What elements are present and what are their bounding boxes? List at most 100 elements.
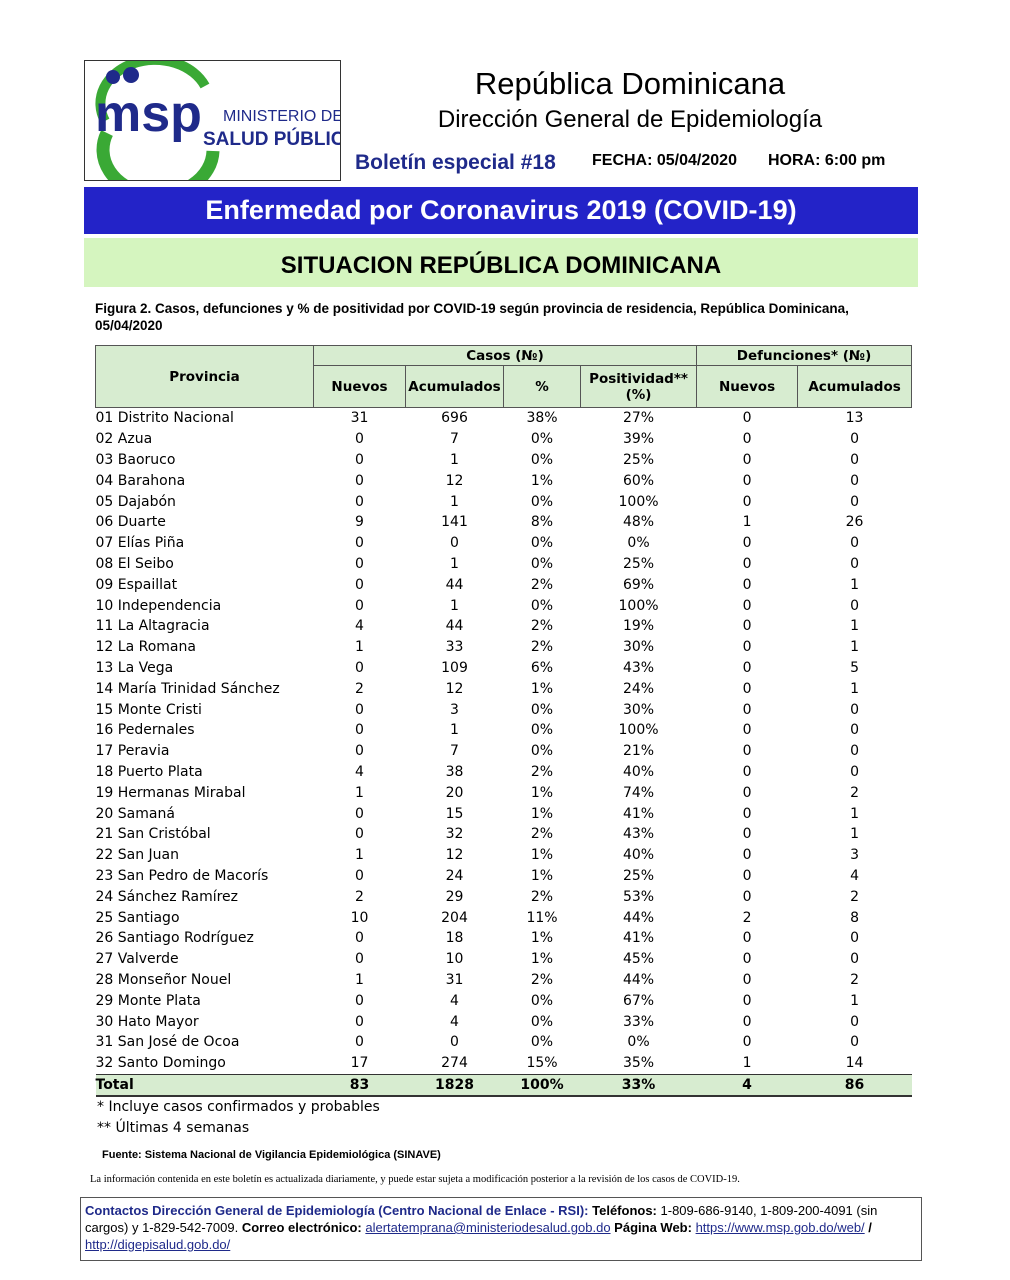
cell: 0 (742, 555, 752, 572)
cell: 86 (797, 1073, 912, 1098)
row: 13 La Vega 0 109 6% 43% 0 5 (96, 658, 912, 679)
header-cell: Acumulados (405, 365, 504, 408)
cell: 0% (530, 1034, 554, 1051)
cell: 0 (850, 451, 859, 468)
cell: 25% (622, 451, 655, 468)
cell: 1 (355, 847, 364, 864)
cell: 06 Duarte (95, 514, 166, 531)
footnote: * Incluye casos confirmados y probables (97, 1099, 380, 1115)
cell: 4 (450, 992, 459, 1009)
cell: 09 Espaillat (95, 576, 178, 593)
cell: 41% (622, 805, 655, 822)
cell: 40% (622, 847, 655, 864)
cell: 2% (530, 763, 554, 780)
cell: 25 Santiago (95, 909, 180, 926)
cell: 0 (355, 701, 364, 718)
cell: 6% (530, 659, 554, 676)
cell: 0 (355, 535, 364, 552)
cell: 29 (445, 888, 464, 905)
cell: 02 Azua (95, 431, 153, 448)
cell: 2% (530, 888, 554, 905)
cell: 12 (445, 472, 464, 489)
cell: 100% (503, 1073, 581, 1098)
cell: 0 (850, 722, 859, 739)
row: 32 Santo Domingo 17 274 15% 35% 1 14 (96, 1053, 912, 1074)
header-cell: Acumulados (797, 365, 913, 408)
cell: 1 (742, 1055, 752, 1072)
cell: 0 (742, 867, 752, 884)
cell: 27% (622, 410, 655, 427)
cell: 23 San Pedro de Macorís (95, 867, 269, 884)
cell: 44% (622, 909, 655, 926)
row: 14 María Trinidad Sánchez 2 12 1% 24% 0 1 (96, 678, 912, 699)
cell: 0 (742, 992, 752, 1009)
cell: 1% (530, 930, 554, 947)
cell: 3 (450, 701, 459, 718)
cell: 1% (530, 472, 554, 489)
cell: 0 (355, 576, 364, 593)
header-cell: Nuevos (313, 365, 406, 408)
cell: Total (95, 1073, 314, 1098)
cell: 0 (355, 826, 364, 843)
cell: 0 (742, 472, 752, 489)
cell: 0 (850, 763, 859, 780)
web-link[interactable]: http://digepisalud.gob.do/ (85, 1237, 231, 1252)
cell: 0 (742, 618, 752, 635)
cell: 31 (350, 410, 369, 427)
cell: 0 (742, 971, 752, 988)
cell: 0 (742, 763, 752, 780)
cell: 0% (627, 535, 650, 552)
cell: 0 (742, 1013, 752, 1030)
cell: 1 (850, 805, 859, 822)
cell: 1 (355, 971, 364, 988)
cell: 1 (850, 639, 859, 656)
header-group: Casos (№) (312, 345, 698, 366)
cell: 0% (530, 701, 554, 718)
cell: 1% (530, 805, 554, 822)
cell: 53% (622, 888, 655, 905)
cell: 13 (845, 410, 864, 427)
web-link[interactable]: https://www.msp.gob.do/web/ (695, 1220, 865, 1235)
cell: 5 (850, 659, 859, 676)
row: 17 Peravia 0 7 0% 21% 0 0 (96, 741, 912, 762)
cell: 10 (445, 951, 464, 968)
cell: 0% (530, 493, 554, 510)
cell: 0 (355, 867, 364, 884)
cell: 0 (850, 701, 859, 718)
cell: 0 (450, 1034, 459, 1051)
cell: 1% (530, 847, 554, 864)
cell: 0 (850, 535, 859, 552)
cell: 0 (355, 951, 364, 968)
caption: Figura 2. Casos, defunciones y % de posi… (95, 301, 849, 333)
cell: 32 Santo Domingo (95, 1055, 226, 1072)
email-link[interactable]: alertatemprana@ministeriodesalud.gob.do (365, 1220, 611, 1235)
cell: 30% (622, 701, 655, 718)
cell: 0% (530, 1013, 554, 1030)
cell: 100% (618, 493, 659, 510)
row: 21 San Cristóbal 0 32 2% 43% 0 1 (96, 824, 912, 845)
cell: 0 (742, 535, 752, 552)
time: HORA: 6:00 pm (768, 152, 886, 169)
cell: 0 (355, 493, 364, 510)
cell: 0% (530, 722, 554, 739)
cell: 19% (622, 618, 655, 635)
cell: 0 (355, 722, 364, 739)
cell: 100% (618, 597, 659, 614)
cell: 204 (441, 909, 468, 926)
cell: 0 (742, 722, 752, 739)
logo-line1: MINISTERIO DE (223, 108, 340, 125)
row: 10 Independencia 0 1 0% 100% 0 0 (96, 595, 912, 616)
row: 02 Azua 0 7 0% 39% 0 0 (96, 429, 912, 450)
cell: 16 Pedernales (95, 722, 195, 739)
footnote: ** Últimas 4 semanas (97, 1120, 250, 1136)
row: 29 Monte Plata 0 4 0% 67% 0 1 (96, 990, 912, 1011)
cell: 2% (530, 971, 554, 988)
row: 07 Elías Piña 0 0 0% 0% 0 0 (96, 533, 912, 554)
date: FECHA: 05/04/2020 (592, 152, 737, 169)
cell: 0 (450, 535, 459, 552)
cell: 14 María Trinidad Sánchez (95, 680, 280, 697)
cell: 9 (355, 514, 364, 531)
cell: 1 (355, 639, 364, 656)
cell: 33% (622, 1013, 655, 1030)
cell: 32 (445, 826, 464, 843)
